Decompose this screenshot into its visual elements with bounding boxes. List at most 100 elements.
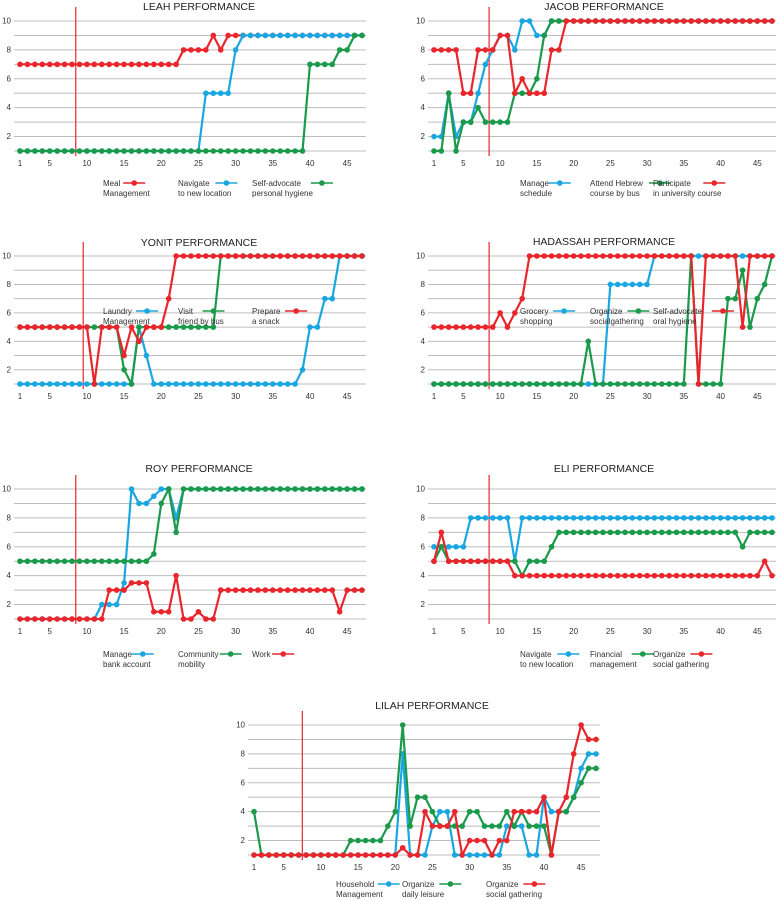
x-tick-label: 15 <box>354 863 363 872</box>
x-tick-label: 45 <box>343 159 352 168</box>
chart-title: YONIT PERFORMANCE <box>141 237 257 249</box>
legend-label: course by bus <box>590 189 640 198</box>
data-point <box>710 381 717 387</box>
legend-label: Meal <box>103 179 121 188</box>
data-point <box>504 558 511 565</box>
series-3 <box>251 722 599 858</box>
data-point <box>673 515 680 521</box>
y-tick-label: 4 <box>421 571 426 580</box>
data-point <box>165 324 172 330</box>
data-point <box>460 543 467 550</box>
data-point <box>747 253 753 259</box>
data-point <box>251 808 257 815</box>
data-point <box>225 253 231 259</box>
data-point <box>614 381 621 387</box>
data-point <box>39 324 46 330</box>
data-point <box>563 808 570 815</box>
x-tick-label: 35 <box>268 392 277 401</box>
data-point <box>210 253 217 259</box>
data-point <box>277 587 284 593</box>
data-point <box>725 572 731 579</box>
data-point <box>359 253 365 259</box>
data-point <box>585 751 592 757</box>
data-point <box>217 253 224 259</box>
data-point <box>113 601 120 608</box>
data-point <box>585 338 592 345</box>
data-point <box>344 32 350 39</box>
data-point <box>563 794 570 801</box>
data-point <box>761 18 768 24</box>
chart-title: JACOB PERFORMANCE <box>544 1 664 13</box>
data-point <box>98 601 105 608</box>
data-point <box>651 529 658 536</box>
data-point <box>541 794 547 801</box>
data-point <box>592 18 599 24</box>
data-point <box>739 324 746 330</box>
data-point <box>607 529 614 536</box>
data-point <box>347 852 354 858</box>
data-point <box>475 381 481 387</box>
data-point <box>32 324 38 330</box>
data-point <box>136 61 142 68</box>
data-point <box>351 587 358 593</box>
data-point <box>106 601 113 608</box>
data-point <box>548 18 555 24</box>
data-point <box>217 587 224 593</box>
data-point <box>98 61 105 68</box>
y-tick-label: 8 <box>7 45 12 54</box>
data-point <box>636 572 643 579</box>
data-point <box>240 148 246 154</box>
data-point <box>39 558 46 565</box>
data-point <box>54 381 60 387</box>
data-point <box>329 61 336 68</box>
data-point <box>136 580 142 586</box>
data-point <box>548 515 555 521</box>
data-point <box>651 18 658 24</box>
data-point <box>255 381 261 387</box>
data-point <box>76 558 83 565</box>
data-point <box>151 493 157 500</box>
x-tick-label: 45 <box>753 159 762 168</box>
data-point <box>69 558 75 565</box>
x-tick-label: 40 <box>306 159 315 168</box>
data-point <box>732 253 739 259</box>
data-point <box>151 324 157 330</box>
legend-label: bank account <box>103 660 151 669</box>
data-point <box>622 572 628 579</box>
x-tick-label: 25 <box>194 392 203 401</box>
data-point <box>504 324 511 330</box>
data-point <box>251 852 257 858</box>
data-point <box>262 32 269 39</box>
data-point <box>475 558 481 565</box>
legend-label: social gathering <box>653 660 709 669</box>
data-point <box>688 253 694 259</box>
data-point <box>385 852 391 858</box>
data-point <box>688 515 694 521</box>
series-1 <box>251 751 599 858</box>
data-point <box>151 551 157 557</box>
data-point <box>695 18 702 24</box>
data-point <box>210 381 217 387</box>
data-point <box>54 148 60 154</box>
y-tick-label: 10 <box>2 485 11 494</box>
data-point <box>292 486 298 492</box>
data-point <box>431 381 437 387</box>
data-point <box>299 148 306 154</box>
data-point <box>362 837 369 844</box>
data-point <box>459 823 465 829</box>
data-point <box>431 324 437 330</box>
legend-label: shopping <box>520 317 552 326</box>
data-point <box>614 572 621 579</box>
data-point <box>769 529 775 536</box>
legend-label: personal hygiene <box>252 189 313 198</box>
data-point <box>307 32 313 39</box>
data-point <box>526 381 533 387</box>
data-point <box>703 18 709 24</box>
data-point <box>534 558 540 565</box>
chart-title: ELI PERFORMANCE <box>554 463 654 475</box>
data-point <box>307 324 313 330</box>
legend-label: schedule <box>520 189 553 198</box>
data-point <box>32 148 38 154</box>
